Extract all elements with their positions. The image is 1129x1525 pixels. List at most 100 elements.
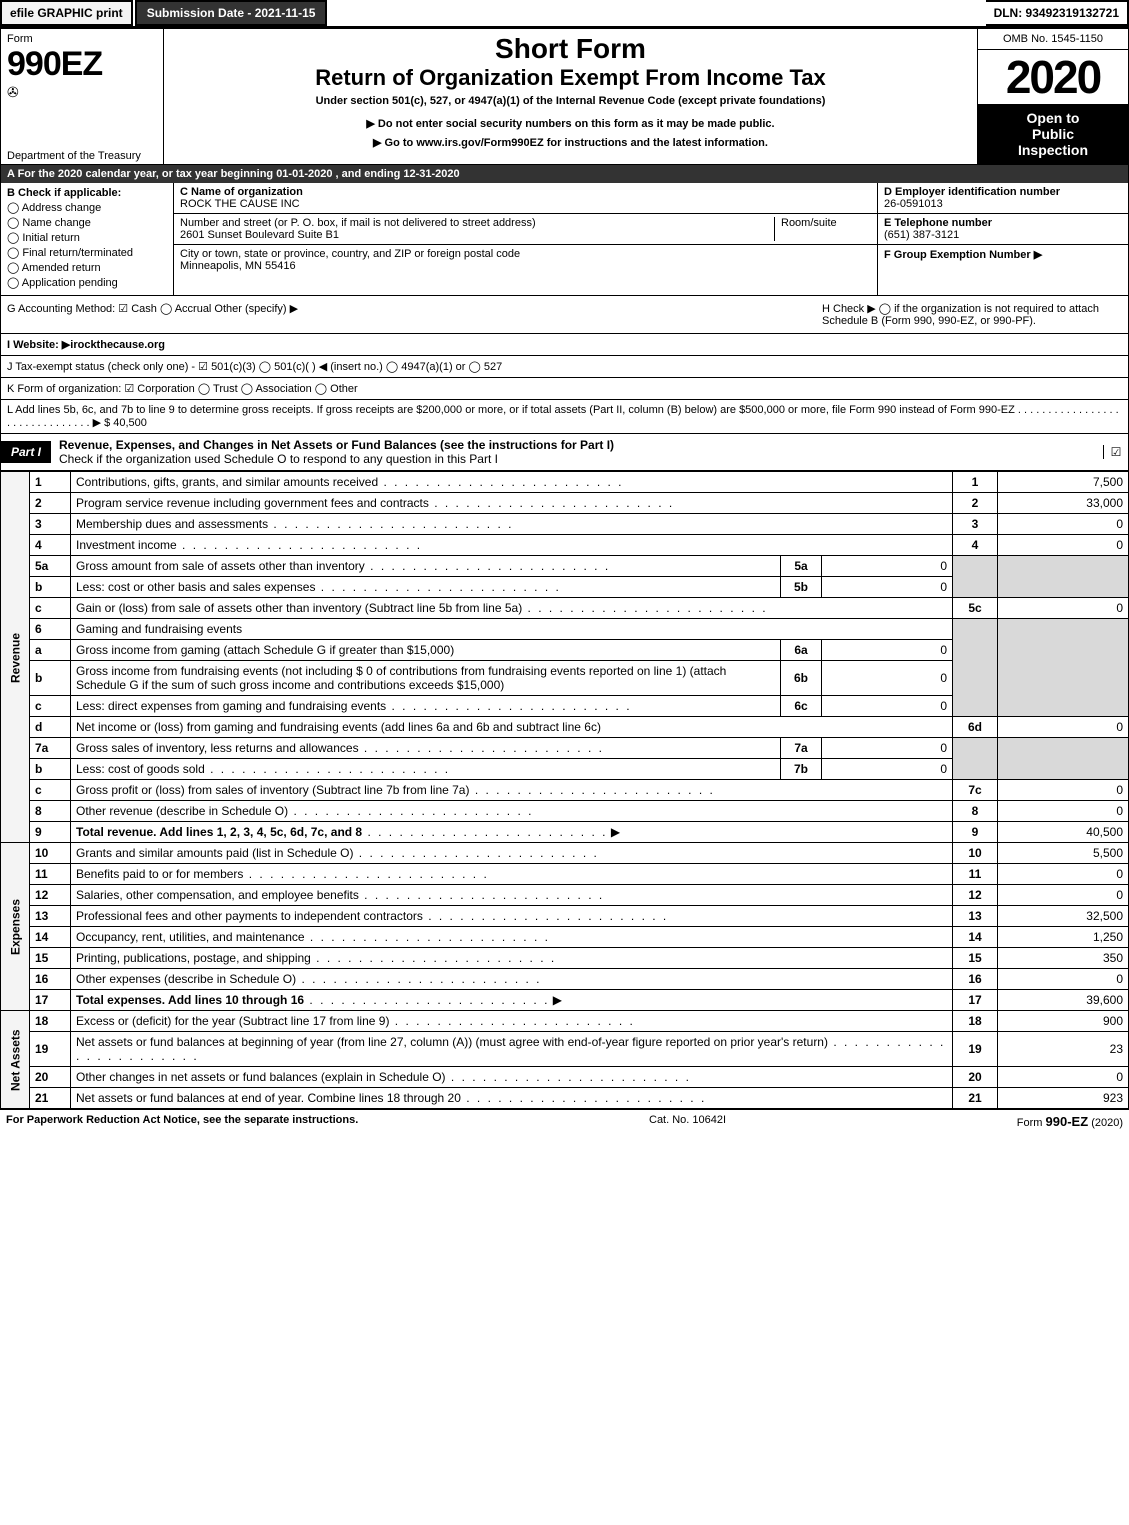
shade [953,619,998,717]
omb-number: OMB No. 1545-1150 [978,29,1128,50]
line-num: 11 [30,864,71,885]
chk-final-return[interactable]: ◯ Final return/terminated [7,246,167,259]
footer: For Paperwork Reduction Act Notice, see … [0,1109,1129,1133]
form-number: 990EZ [7,45,157,84]
d-label: D Employer identification number [884,186,1060,198]
line-code: 8 [953,801,998,822]
title-short-form: Short Form [174,33,967,65]
part-i-checkbox[interactable]: ☑ [1103,445,1128,459]
room-label: Room/suite [781,217,837,229]
line-code: 13 [953,906,998,927]
chk-address-change[interactable]: ◯ Address change [7,201,167,214]
footer-right-pre: Form [1017,1117,1046,1129]
spacer [329,0,985,26]
line-text: Other changes in net assets or fund bala… [71,1067,953,1088]
f-row: F Group Exemption Number ▶ [878,245,1128,264]
line-amount: 0 [998,717,1129,738]
line-num: c [30,696,71,717]
open-line1: Open to [982,110,1124,126]
sub-val: 0 [822,640,953,661]
line-code: 2 [953,493,998,514]
i-text[interactable]: I Website: ▶irockthecause.org [7,339,165,351]
col-c: C Name of organization ROCK THE CAUSE IN… [174,183,878,295]
line-text: Occupancy, rent, utilities, and maintena… [71,927,953,948]
line-text: Printing, publications, postage, and shi… [71,948,953,969]
shade [998,619,1129,717]
dln: DLN: 93492319132721 [986,0,1129,26]
line-code: 17 [953,990,998,1011]
part-i-tag: Part I [1,441,51,463]
line-text: Salaries, other compensation, and employ… [71,885,953,906]
line-text: Less: direct expenses from gaming and fu… [71,696,781,717]
line-text: Program service revenue including govern… [71,493,953,514]
line-text: Total revenue. Add lines 1, 2, 3, 4, 5c,… [71,822,953,843]
sub-code: 5b [781,577,822,598]
efile-print-button[interactable]: efile GRAPHIC print [0,0,133,26]
open-line3: Inspection [982,142,1124,158]
line-code: 20 [953,1067,998,1088]
line-text: Investment income [71,535,953,556]
chk-label: Address change [22,202,102,214]
line-text: Total expenses. Add lines 10 through 16 … [71,990,953,1011]
line-num: 13 [30,906,71,927]
chk-amended-return[interactable]: ◯ Amended return [7,261,167,274]
row-k-form-org: K Form of organization: ☑ Corporation ◯ … [0,378,1129,400]
line-num: b [30,661,71,696]
phone-value: (651) 387-3121 [884,229,959,241]
ein-value: 26-0591013 [884,198,943,210]
line-num: a [30,640,71,661]
row-j-tax-exempt: J Tax-exempt status (check only one) - ☑… [0,356,1129,378]
line-amount: 33,000 [998,493,1129,514]
col-def: D Employer identification number 26-0591… [878,183,1128,295]
line-text: Gain or (loss) from sale of assets other… [71,598,953,619]
line-text: Other revenue (describe in Schedule O) [71,801,953,822]
line-amount: 0 [998,969,1129,990]
line-text: Grants and similar amounts paid (list in… [71,843,953,864]
line-amount: 39,600 [998,990,1129,1011]
sub-val: 0 [822,696,953,717]
line-text: Excess or (deficit) for the year (Subtra… [71,1011,953,1032]
row-i-website: I Website: ▶irockthecause.org [0,334,1129,356]
line-num: 9 [30,822,71,843]
line-text: Contributions, gifts, grants, and simila… [71,472,953,493]
line-num: c [30,598,71,619]
line-num: 5a [30,556,71,577]
line-text: Gross sales of inventory, less returns a… [71,738,781,759]
goto-link[interactable]: ▶ Go to www.irs.gov/Form990EZ for instru… [174,136,967,149]
part-i-subtitle: Check if the organization used Schedule … [59,452,498,466]
e-row: E Telephone number (651) 387-3121 [878,214,1128,245]
b-title: B Check if applicable: [7,187,121,199]
line-text: Net assets or fund balances at beginning… [71,1032,953,1067]
line-code: 7c [953,780,998,801]
line-text: Less: cost of goods sold [71,759,781,780]
line-amount: 900 [998,1011,1129,1032]
shade [998,556,1129,598]
block-bcdef: B Check if applicable: ◯ Address change … [0,183,1129,296]
line-amount: 1,250 [998,927,1129,948]
org-name: ROCK THE CAUSE INC [180,198,300,210]
chk-name-change[interactable]: ◯ Name change [7,216,167,229]
footer-left: For Paperwork Reduction Act Notice, see … [6,1114,358,1129]
line-text: Net assets or fund balances at end of ye… [71,1088,953,1109]
line-text: Less: cost or other basis and sales expe… [71,577,781,598]
chk-application-pending[interactable]: ◯ Application pending [7,276,167,289]
form-header: Form 990EZ ✇ Department of the Treasury … [0,28,1129,165]
line-code: 12 [953,885,998,906]
line-code: 5c [953,598,998,619]
sub-code: 7a [781,738,822,759]
part-i-title-text: Revenue, Expenses, and Changes in Net As… [59,438,614,452]
footer-right: Form 990-EZ (2020) [1017,1114,1123,1129]
line-num: c [30,780,71,801]
line-num: 15 [30,948,71,969]
line-num: 1 [30,472,71,493]
line-amount: 7,500 [998,472,1129,493]
footer-mid: Cat. No. 10642I [649,1114,726,1129]
line-text: Gross income from gaming (attach Schedul… [71,640,781,661]
chk-initial-return[interactable]: ◯ Initial return [7,231,167,244]
row-l-gross-receipts: L Add lines 5b, 6c, and 7b to line 9 to … [0,400,1129,434]
line-num: 14 [30,927,71,948]
part-i-title: Revenue, Expenses, and Changes in Net As… [51,434,1103,470]
line-text: Membership dues and assessments [71,514,953,535]
tax-year: 2020 [978,50,1128,104]
submission-date: Submission Date - 2021-11-15 [135,0,328,26]
